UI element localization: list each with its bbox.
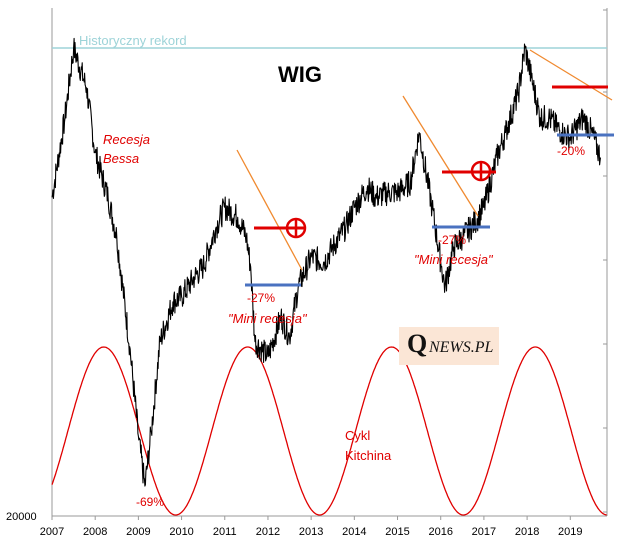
- mini-recession-1-pct: -27%: [247, 291, 275, 305]
- cycle-label-line2: Kitchina: [345, 448, 392, 463]
- qnews-logo: Q NEWS.PL: [399, 327, 499, 365]
- breakout-marker-2012: [285, 217, 307, 239]
- logo-q: Q: [407, 329, 428, 358]
- drop-2019-pct: -20%: [557, 144, 585, 158]
- x-tick-label: 2015: [385, 526, 409, 538]
- kitchin-cycle-line: [51, 346, 607, 516]
- x-tick-label: 2007: [40, 526, 64, 538]
- x-tick-label: 2008: [83, 526, 107, 538]
- x-axis-ticks: 2007 2008 2009 2010 2011 2012 2013 2014 2015 2016…: [40, 516, 583, 538]
- y-tick-label: 20000: [6, 511, 37, 523]
- x-tick-label: 2014: [342, 526, 366, 538]
- x-tick-label: 2013: [299, 526, 323, 538]
- logo-text: NEWS.PL: [429, 339, 494, 356]
- right-axis-ticks: [603, 9, 607, 513]
- mini-recession-1-label: "Mini recesja": [228, 311, 308, 326]
- x-tick-label: 2016: [428, 526, 452, 538]
- chart-title: WIG: [278, 62, 322, 87]
- x-tick-label: 2011: [213, 526, 237, 538]
- cycle-label-line1: Cykl: [345, 428, 370, 443]
- x-tick-label: 2018: [515, 526, 539, 538]
- trend-line-2015: [402, 95, 479, 217]
- mini-recession-2-pct: -27%: [438, 233, 466, 247]
- trend-line-2018: [529, 49, 613, 101]
- x-tick-label: 2017: [472, 526, 496, 538]
- trend-line-2011: [236, 149, 303, 271]
- x-tick-label: 2010: [169, 526, 193, 538]
- crash-pct: -69%: [136, 495, 164, 509]
- x-tick-label: 2012: [256, 526, 280, 538]
- record-label: Historyczny rekord: [79, 33, 187, 48]
- wig-price-line: [51, 37, 602, 487]
- mini-recession-2-label: "Mini recesja": [414, 252, 494, 267]
- recession-label: Recesja: [103, 132, 150, 147]
- x-tick-label: 2009: [126, 526, 150, 538]
- x-tick-label: 2019: [558, 526, 582, 538]
- breakout-marker-2016: [470, 160, 492, 182]
- bear-market-label: Bessa: [103, 151, 139, 166]
